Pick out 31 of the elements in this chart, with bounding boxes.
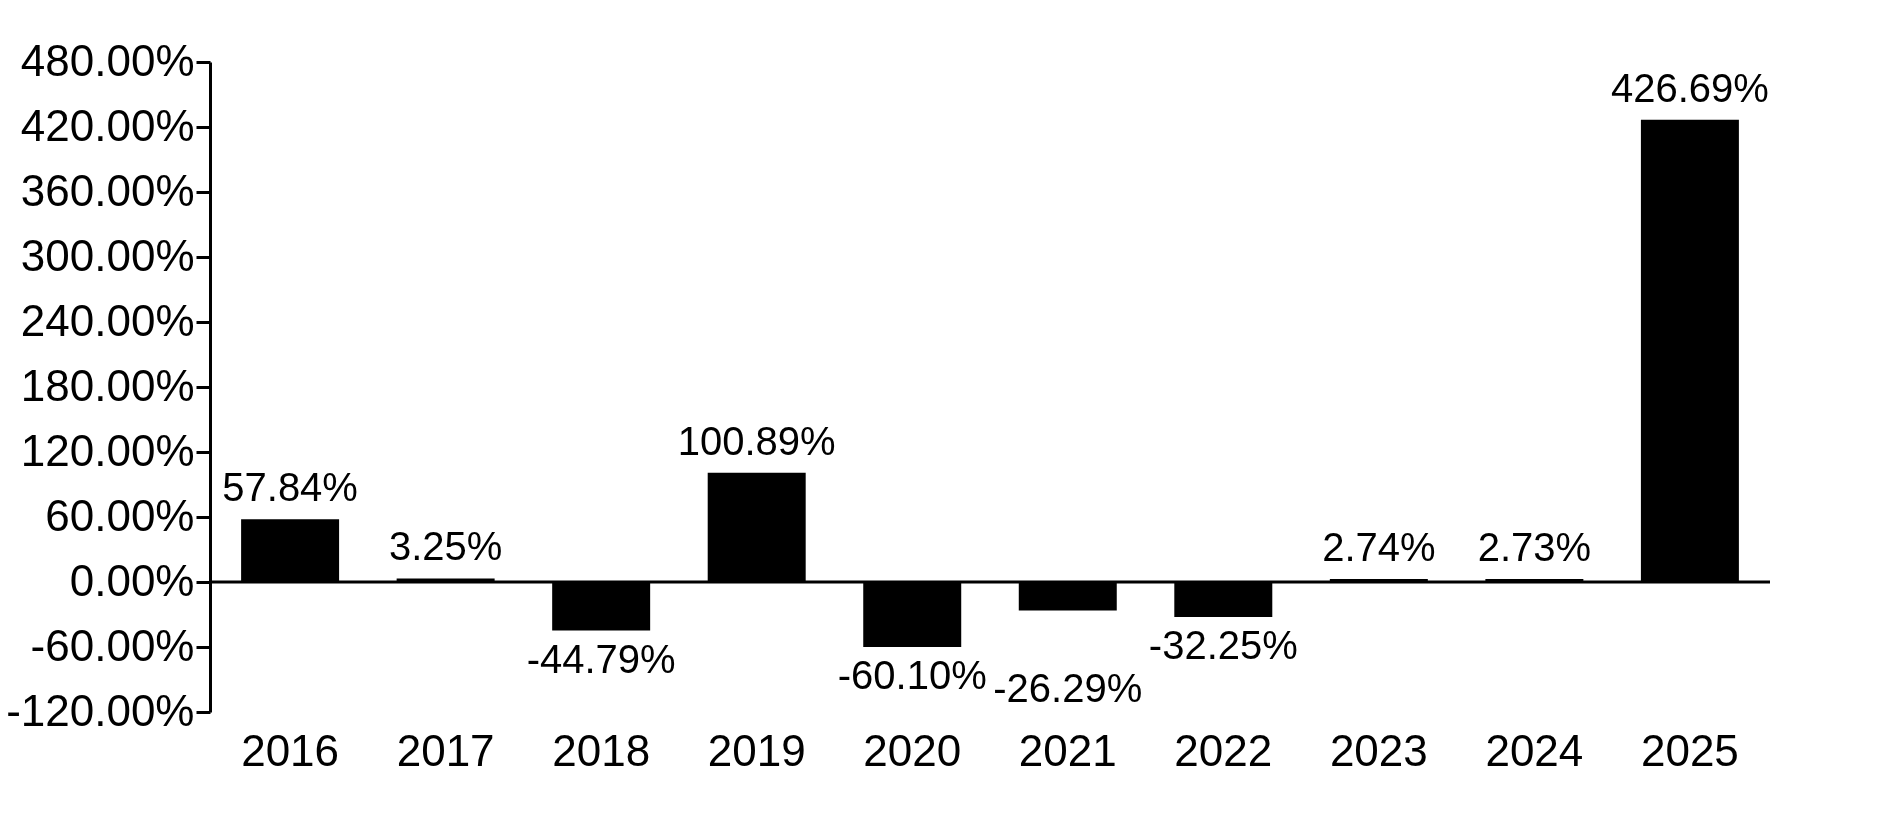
x-tick-label: 2023 — [1329, 725, 1428, 775]
x-tick-label: 2021 — [1018, 725, 1117, 775]
data-label: -60.10% — [837, 653, 987, 698]
x-tick-label: 2018 — [552, 725, 651, 775]
x-tick-label: 2022 — [1174, 725, 1273, 775]
y-tick-label: 0.00% — [69, 555, 195, 605]
y-tick-label: -60.00% — [30, 620, 195, 670]
y-tick-label: 360.00% — [20, 165, 195, 215]
x-tick-label: 2017 — [396, 725, 495, 775]
data-label: -44.79% — [526, 636, 676, 681]
x-tick-label: 2019 — [707, 725, 806, 775]
data-label: -32.25% — [1148, 622, 1298, 667]
x-tick-label: 2025 — [1640, 725, 1739, 775]
data-label: -26.29% — [993, 666, 1143, 711]
data-label: 2.74% — [1322, 525, 1436, 570]
data-label: 2.73% — [1477, 525, 1592, 570]
data-label: 57.84% — [222, 465, 358, 510]
y-tick-label: 60.00% — [45, 490, 195, 540]
y-tick-label: -120.00% — [6, 685, 195, 735]
y-tick-label: 240.00% — [20, 295, 195, 345]
y-tick-label: 180.00% — [20, 360, 195, 410]
x-tick-label: 2016 — [241, 725, 340, 775]
x-tick-label: 2024 — [1485, 725, 1584, 775]
y-tick-label: 300.00% — [20, 230, 195, 280]
data-label: 100.89% — [677, 418, 836, 463]
y-tick-label: 120.00% — [20, 425, 195, 475]
x-tick-label: 2020 — [863, 725, 962, 775]
y-tick-label: 420.00% — [20, 100, 195, 150]
y-tick-label: 480.00% — [20, 35, 195, 85]
data-label: 426.69% — [1610, 65, 1769, 110]
data-label: 3.25% — [388, 524, 503, 569]
